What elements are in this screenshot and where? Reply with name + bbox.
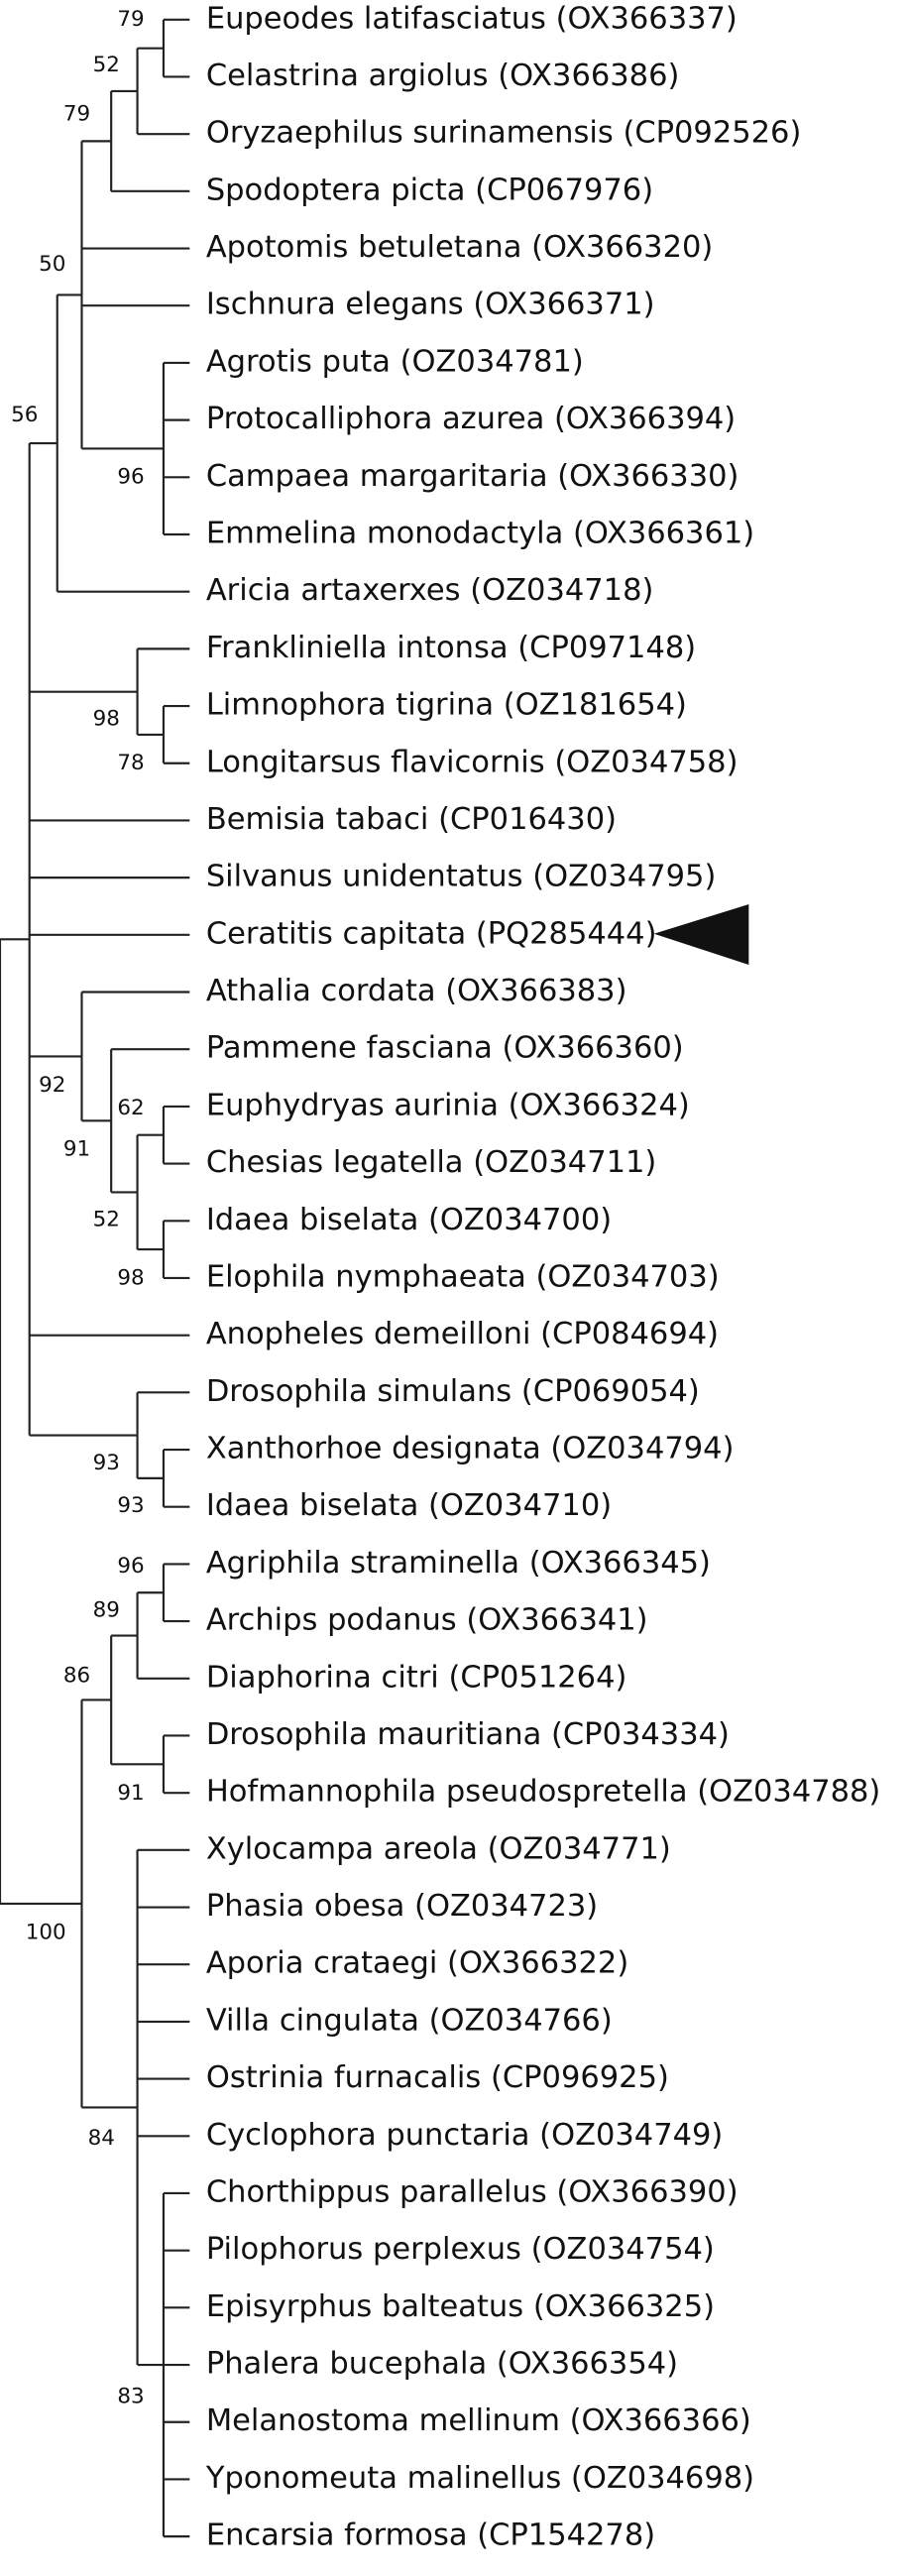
bootstrap-value: 100 (26, 1920, 66, 1944)
highlight-arrow (653, 904, 749, 966)
taxon-label: Emmelina monodactyla (OX366361) (206, 516, 754, 550)
taxon-label: Athalia cordata (OX366383) (206, 974, 627, 1008)
bootstrap-value: 50 (39, 252, 65, 277)
bootstrap-value: 83 (117, 2385, 144, 2409)
taxon-label: Idaea biselata (OZ034700) (206, 1203, 612, 1237)
taxon-label: Elophila nymphaeata (OZ034703) (206, 1259, 720, 1294)
taxon-label: Frankliniella intonsa (CP097148) (206, 631, 696, 665)
bootstrap-value: 84 (88, 2126, 115, 2151)
bootstrap-value: 98 (93, 707, 120, 732)
bootstrap-value: 78 (117, 751, 144, 775)
taxon-label: Pammene fasciana (OX366360) (206, 1031, 684, 1066)
taxon-label: Diaphorina citri (CP051264) (206, 1660, 627, 1695)
taxon-label: Phalera bucephala (OX366354) (206, 2347, 678, 2382)
taxon-label: Idaea biselata (OZ034710) (206, 1488, 612, 1523)
taxon-label: Protocalliphora azurea (OX366394) (206, 402, 736, 436)
taxon-label: Spodoptera picta (CP067976) (206, 173, 653, 207)
taxon-label: Melanostoma mellinum (OX366366) (206, 2403, 751, 2438)
bootstrap-value: 92 (39, 1073, 65, 1098)
taxon-label: Celastrina argiolus (OX366386) (206, 59, 680, 93)
taxon-label: Chorthippus parallelus (OX366390) (206, 2174, 739, 2209)
bootstrap-value: 93 (93, 1451, 120, 1475)
taxon-label: Chesias legatella (OZ034711) (206, 1145, 657, 1180)
taxon-label: Bemisia tabaci (CP016430) (206, 802, 617, 837)
taxon-label: Longitarsus flavicornis (OZ034758) (206, 745, 739, 779)
bootstrap-value: 96 (117, 465, 144, 490)
bootstrap-value: 89 (93, 1597, 120, 1622)
taxon-label: Eupeodes latifasciatus (OX366337) (206, 1, 738, 36)
taxon-label: Yponomeuta malinellus (OZ034698) (205, 2461, 754, 2496)
bootstrap-value: 62 (117, 1096, 144, 1120)
taxon-label: Villa cingulata (OZ034766) (206, 2003, 613, 2038)
taxon-label: Agriphila straminella (OX366345) (206, 1546, 711, 1581)
taxon-label: Pilophorus perplexus (OZ034754) (206, 2232, 715, 2267)
taxon-label: Ostrinia furnacalis (CP096925) (206, 2060, 669, 2095)
bootstrap-value: 86 (63, 1663, 90, 1688)
taxon-label: Silvanus unidentatus (OZ034795) (206, 860, 717, 894)
bootstrap-value: 96 (117, 1554, 144, 1579)
taxon-label: Campaea margaritaria (OX366330) (206, 459, 739, 494)
taxon-label: Episyrphus balteatus (OX366325) (206, 2289, 715, 2324)
taxon-label: Cyclophora punctaria (OZ034749) (206, 2118, 724, 2153)
taxon-label: Encarsia formosa (CP154278) (206, 2518, 655, 2553)
taxon-label: Xylocampa areola (OZ034771) (206, 1831, 671, 1866)
bootstrap-value: 91 (63, 1136, 90, 1161)
bootstrap-value: 79 (117, 7, 144, 32)
taxon-label: Xanthorhoe designata (OZ034794) (206, 1432, 735, 1466)
taxon-label: Archips podanus (OX366341) (206, 1603, 648, 1638)
bootstrap-value: 91 (117, 1781, 144, 1806)
taxon-label: Oryzaephilus surinamensis (CP092526) (206, 116, 802, 151)
taxon-label: Ceratitis capitata (PQ285444) (206, 916, 657, 951)
taxon-label: Anopheles demeilloni (CP084694) (206, 1317, 719, 1351)
taxon-label: Aporia crataegi (OX366322) (206, 1946, 628, 1981)
bootstrap-value: 93 (117, 1493, 144, 1518)
taxon-label: Drosophila simulans (CP069054) (206, 1374, 700, 1409)
taxon-label: Ischnura elegans (OX366371) (206, 288, 655, 322)
taxon-label: Euphydryas aurinia (OX366324) (206, 1088, 690, 1122)
taxon-label: Aricia artaxerxes (OZ034718) (206, 573, 654, 608)
bootstrap-value: 98 (117, 1266, 144, 1291)
taxon-label: Phasia obesa (OZ034723) (206, 1889, 598, 1924)
taxon-label: Apotomis betuletana (OX366320) (206, 230, 713, 265)
taxon-label: Agrotis puta (OZ034781) (206, 344, 584, 379)
bootstrap-value: 52 (93, 1207, 120, 1231)
taxon-label: Limnophora tigrina (OZ181654) (206, 688, 687, 723)
taxon-label: Drosophila mauritiana (CP034334) (206, 1717, 730, 1752)
taxon-label: Hofmannophila pseudospretella (OZ034788) (206, 1775, 881, 1810)
bootstrap-value: 52 (93, 53, 120, 77)
bootstrap-value: 79 (63, 101, 90, 126)
bootstrap-value: 56 (11, 403, 38, 427)
